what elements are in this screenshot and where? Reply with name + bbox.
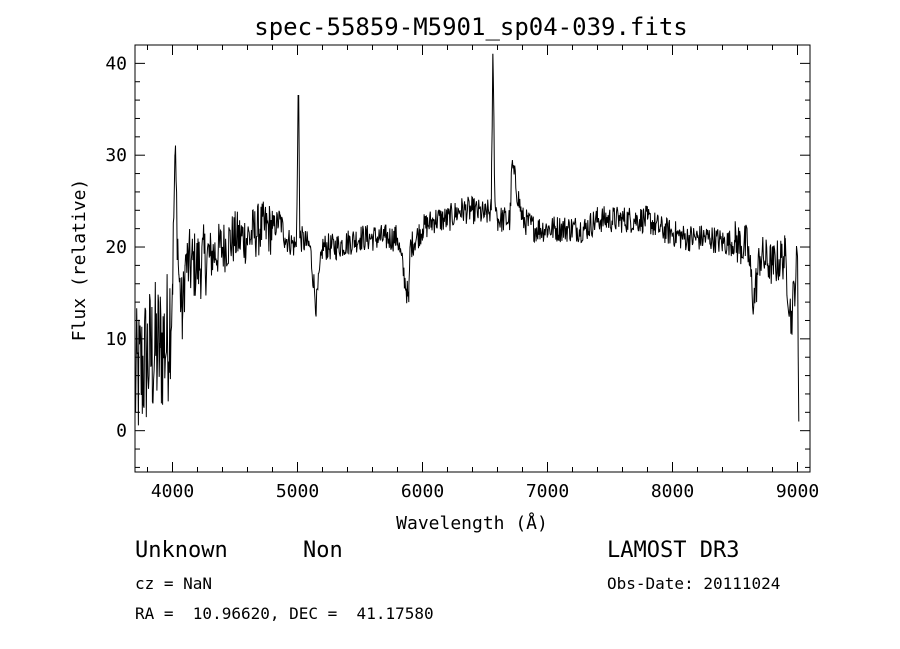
spectrum-line: [134, 53, 800, 426]
x-axis-ticks: 4000 5000 6000 7000 8000 9000: [147, 45, 819, 502]
object-subclass: Non: [303, 538, 343, 563]
y-axis-label: Flux (relative): [69, 179, 90, 342]
y-tick-label: 20: [105, 237, 127, 258]
y-tick-label: 10: [105, 329, 127, 350]
survey-label: LAMOST DR3: [607, 538, 740, 563]
y-axis-ticks: 0 10 20 30 40: [105, 44, 810, 468]
y-tick-label: 40: [105, 53, 127, 74]
y-tick-label: 0: [116, 421, 127, 442]
chart-title: spec-55859-M5901_sp04-039.fits: [254, 13, 687, 41]
obs-date: Obs-Date: 20111024: [607, 574, 781, 593]
coordinates: RA = 10.96620, DEC = 41.17580: [135, 604, 434, 623]
x-axis-label: Wavelength (Å): [396, 512, 548, 534]
x-tick-label: 6000: [401, 481, 444, 502]
object-class: Unknown: [135, 538, 228, 563]
x-tick-label: 9000: [776, 481, 819, 502]
x-tick-label: 4000: [151, 481, 194, 502]
x-tick-label: 8000: [651, 481, 694, 502]
y-tick-label: 30: [105, 145, 127, 166]
x-tick-label: 7000: [526, 481, 569, 502]
cz-value: cz = NaN: [135, 574, 213, 593]
x-tick-label: 5000: [276, 481, 319, 502]
plot-frame: [134, 44, 811, 473]
